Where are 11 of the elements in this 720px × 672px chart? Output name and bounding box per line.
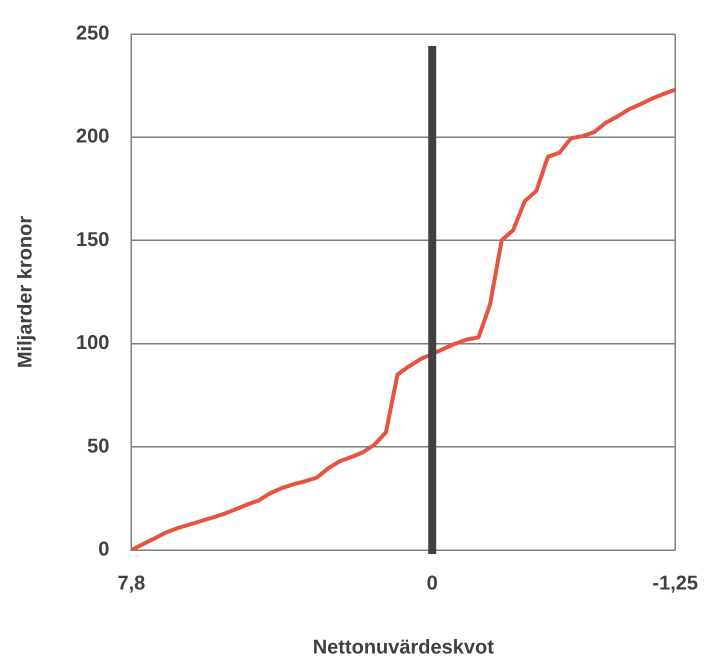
y-axis-title: Miljarder kronor xyxy=(14,216,37,368)
x-tick-label: 7,8 xyxy=(117,572,146,595)
x-tick-label: 0 xyxy=(426,572,438,595)
y-tick-label: 50 xyxy=(87,435,110,458)
y-tick-label: 200 xyxy=(76,126,110,148)
x-tick-label: -1,25 xyxy=(652,572,698,595)
y-tick-label: 150 xyxy=(76,228,110,251)
y-tick-label: 250 xyxy=(76,22,110,45)
y-tick-label: 100 xyxy=(76,332,110,354)
y-tick-label: 0 xyxy=(98,538,110,561)
x-axis-title: Nettonuvärdeskvot xyxy=(312,636,494,659)
